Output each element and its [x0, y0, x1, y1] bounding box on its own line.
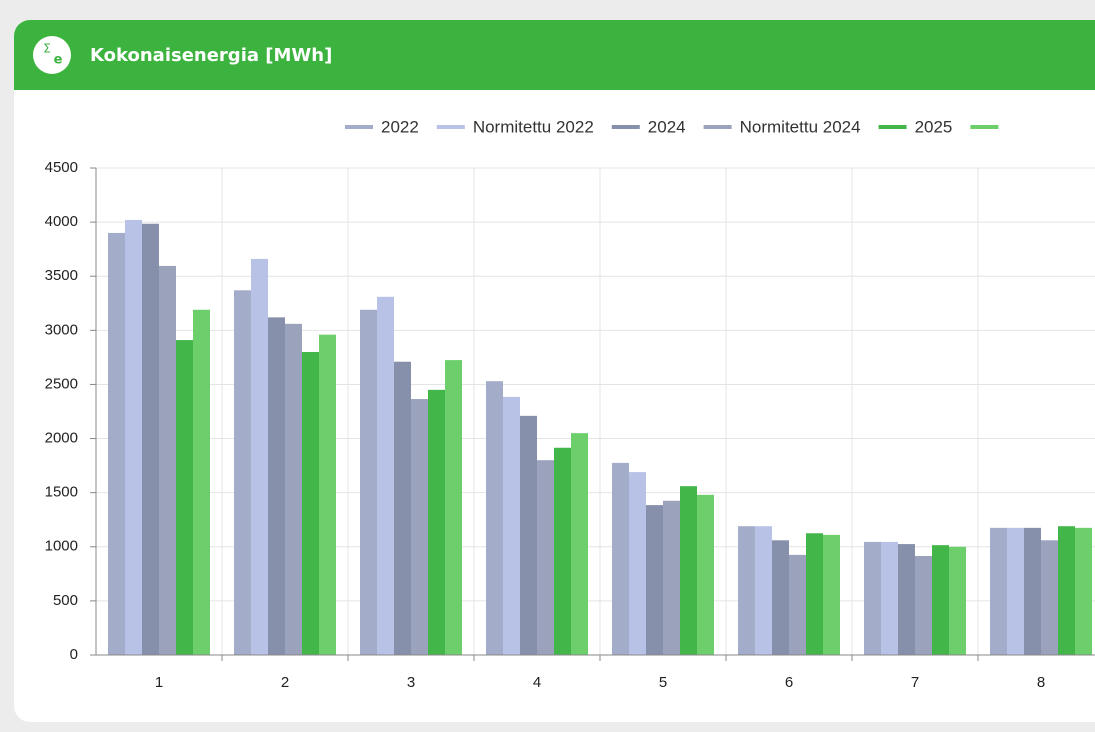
bar: [319, 334, 336, 655]
bar: [377, 296, 394, 655]
bar: [285, 323, 302, 655]
bar: [142, 223, 159, 656]
bar: [932, 545, 949, 655]
y-tick-label: 1500: [45, 484, 78, 501]
bar: [629, 472, 646, 655]
y-tick-label: 4500: [45, 159, 78, 176]
legend-label: 2025: [915, 117, 953, 136]
bar: [738, 526, 755, 655]
x-tick-label: 1: [155, 674, 163, 691]
bar: [881, 541, 898, 655]
y-tick-label: 1000: [45, 538, 78, 555]
bar: [234, 290, 251, 655]
x-tick-label: 2: [281, 674, 289, 691]
bar: [646, 505, 663, 655]
bar: [823, 534, 840, 655]
bar: [360, 309, 377, 655]
bar: [612, 462, 629, 655]
x-tick-label: 8: [1037, 674, 1045, 691]
bar: [268, 317, 285, 655]
chart: 0 500 1000 1500 2000 2500 3000 3500 4000 4500 1 2 3 4…: [45, 117, 1095, 691]
x-tick-label: 5: [659, 674, 667, 691]
y-tick-label: 3500: [45, 267, 78, 284]
bar: [1058, 526, 1075, 655]
bar: [571, 433, 588, 655]
y-tick-label: 3000: [45, 321, 78, 338]
x-tick-label: 3: [407, 674, 415, 691]
icon-subscript: e: [54, 53, 63, 68]
bar: [537, 460, 554, 655]
bar: [772, 540, 789, 655]
bar: [394, 361, 411, 655]
bar: [176, 340, 193, 655]
card-header: [14, 20, 1095, 90]
legend-label: Normitettu 2024: [740, 117, 861, 136]
y-tick-label: 2500: [45, 375, 78, 392]
bar: [302, 351, 319, 655]
bar: [445, 360, 462, 655]
card-title: Kokonaisenergia [MWh]: [90, 45, 332, 66]
legend-label: 2024: [648, 117, 686, 136]
bar: [1024, 527, 1041, 655]
icon: [33, 36, 71, 74]
bar: [193, 309, 210, 655]
bar: [251, 258, 268, 655]
bar: [503, 396, 520, 655]
card: Σ e Kokonaisenergia [MWh] 0 500 1000 1500 20…: [14, 20, 1095, 722]
bar: [428, 389, 445, 655]
bar: [663, 500, 680, 655]
bar: [1041, 540, 1058, 655]
y-tick-label: 500: [53, 592, 78, 609]
bar: [915, 555, 932, 655]
y-tick-label: 0: [70, 646, 78, 663]
bar: [1007, 527, 1024, 655]
x-tick-label: 4: [533, 674, 541, 691]
bar: [697, 494, 714, 655]
y-tick-label: 4000: [45, 213, 78, 230]
bar: [898, 544, 915, 655]
bar: [159, 265, 176, 655]
bar: [1075, 527, 1092, 655]
legend-label: 2022: [381, 117, 419, 136]
bar: [520, 415, 537, 655]
x-tick-label: 6: [785, 674, 793, 691]
bar: [554, 447, 571, 655]
bar: [486, 381, 503, 655]
bar: [411, 399, 428, 655]
bar: [949, 546, 966, 655]
bar: [755, 526, 772, 655]
y-tick-label: 2000: [45, 430, 78, 447]
bar: [108, 232, 125, 655]
icon-symbol: Σ: [43, 42, 51, 56]
bar: [806, 533, 823, 655]
bar: [864, 541, 881, 655]
bar: [990, 527, 1007, 655]
bar: [789, 554, 806, 655]
x-tick-label: 7: [911, 674, 919, 691]
bar: [680, 486, 697, 655]
legend-label: Normitettu 2022: [473, 117, 594, 136]
bar: [125, 219, 142, 656]
